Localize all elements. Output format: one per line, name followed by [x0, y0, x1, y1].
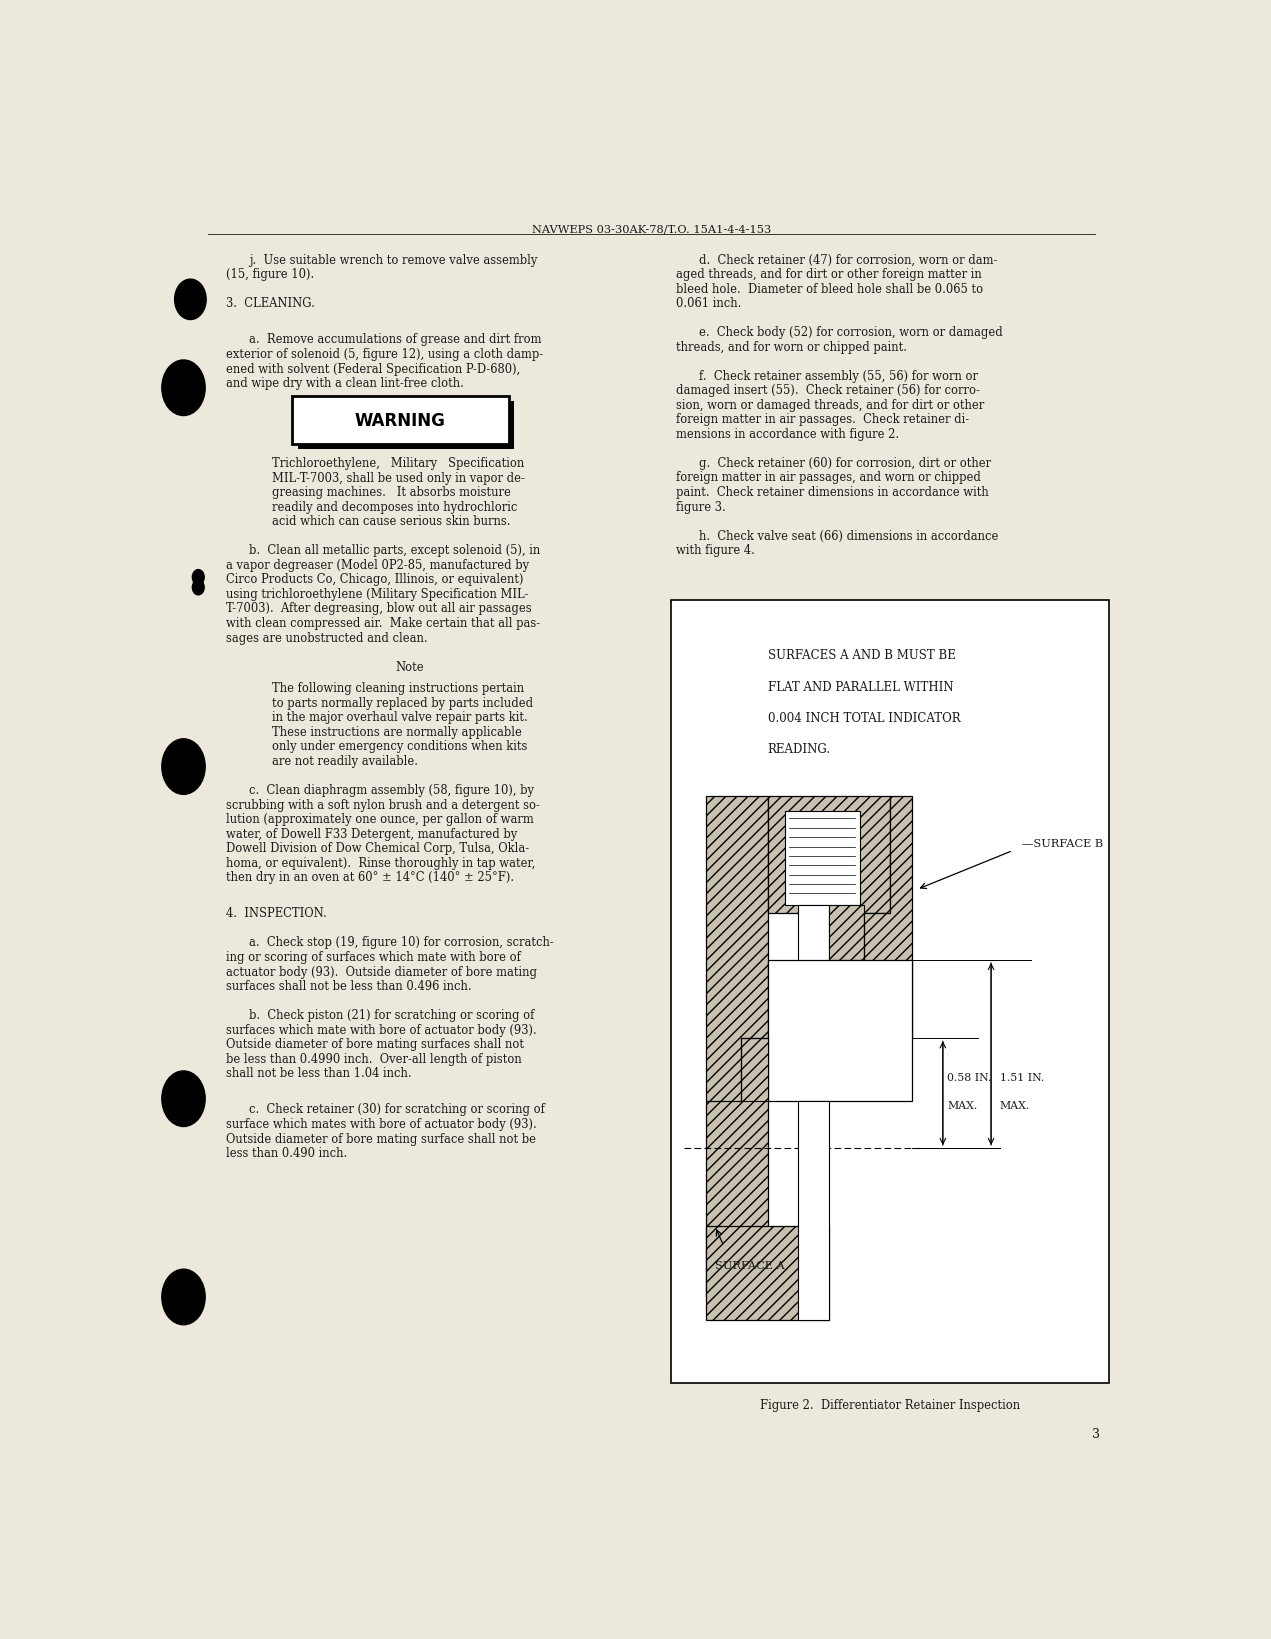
Text: 0.58 IN.: 0.58 IN. [947, 1074, 991, 1083]
Text: actuator body (93).  Outside diameter of bore mating: actuator body (93). Outside diameter of … [226, 965, 536, 978]
Text: Circo Products Co, Chicago, Illinois, or equivalent): Circo Products Co, Chicago, Illinois, or… [226, 574, 524, 587]
Text: acid which can cause serious skin burns.: acid which can cause serious skin burns. [272, 515, 511, 528]
Text: c.  Check retainer (30) for scratching or scoring of: c. Check retainer (30) for scratching or… [249, 1103, 545, 1116]
Text: greasing machines.   It absorbs moisture: greasing machines. It absorbs moisture [272, 487, 511, 498]
Text: The following cleaning instructions pertain: The following cleaning instructions pert… [272, 682, 524, 695]
Text: damaged insert (55).  Check retainer (56) for corro-: damaged insert (55). Check retainer (56)… [676, 384, 980, 397]
Bar [798, 906, 829, 1039]
Text: homa, or equivalent).  Rinse thoroughly in tap water,: homa, or equivalent). Rinse thoroughly i… [226, 856, 535, 869]
Text: be less than 0.4990 inch.  Over-all length of piston: be less than 0.4990 inch. Over-all lengt… [226, 1052, 521, 1065]
Text: f.  Check retainer assembly (55, 56) for worn or: f. Check retainer assembly (55, 56) for … [699, 369, 977, 382]
Polygon shape [829, 906, 864, 960]
Text: to parts normally replaced by parts included: to parts normally replaced by parts incl… [272, 697, 534, 710]
Text: less than 0.490 inch.: less than 0.490 inch. [226, 1146, 347, 1159]
Text: foreign matter in air passages, and worn or chipped: foreign matter in air passages, and worn… [676, 470, 981, 484]
Text: b.  Clean all metallic parts, except solenoid (5), in: b. Clean all metallic parts, except sole… [249, 544, 540, 557]
Text: a.  Remove accumulations of grease and dirt from: a. Remove accumulations of grease and di… [249, 333, 541, 346]
Bar [768, 960, 913, 1101]
Text: surfaces which mate with bore of actuator body (93).: surfaces which mate with bore of actuato… [226, 1023, 536, 1036]
Text: surface which mates with bore of actuator body (93).: surface which mates with bore of actuato… [226, 1118, 536, 1131]
Text: threads, and for worn or chipped paint.: threads, and for worn or chipped paint. [676, 341, 907, 354]
Text: 3.  CLEANING.: 3. CLEANING. [226, 297, 315, 310]
Text: Outside diameter of bore mating surface shall not be: Outside diameter of bore mating surface … [226, 1133, 536, 1144]
Text: SURFACE A: SURFACE A [714, 1260, 784, 1270]
Text: using trichloroethylene (Military Specification MIL-: using trichloroethylene (Military Specif… [226, 588, 529, 600]
Text: a vapor degreaser (Model 0P2-85, manufactured by: a vapor degreaser (Model 0P2-85, manufac… [226, 559, 529, 572]
Bar [798, 1101, 829, 1321]
Polygon shape [707, 1226, 829, 1321]
Bar [671, 600, 1110, 1383]
Bar [785, 811, 859, 906]
Text: These instructions are normally applicable: These instructions are normally applicab… [272, 726, 522, 739]
Text: T-7003).  After degreasing, blow out all air passages: T-7003). After degreasing, blow out all … [226, 602, 531, 615]
Text: are not readily available.: are not readily available. [272, 754, 418, 767]
Text: 1.51 IN.: 1.51 IN. [1000, 1074, 1043, 1083]
Circle shape [161, 1269, 205, 1324]
Text: Trichloroethylene,   Military   Specification: Trichloroethylene, Military Specificatio… [272, 457, 525, 470]
Text: ing or scoring of surfaces which mate with bore of: ing or scoring of surfaces which mate wi… [226, 951, 521, 964]
Circle shape [161, 739, 205, 795]
Text: figure 3.: figure 3. [676, 500, 726, 513]
Text: 3: 3 [1092, 1428, 1099, 1439]
Text: Dowell Division of Dow Chemical Corp, Tulsa, Okla-: Dowell Division of Dow Chemical Corp, Tu… [226, 841, 529, 854]
Text: foreign matter in air passages.  Check retainer di-: foreign matter in air passages. Check re… [676, 413, 970, 426]
Text: paint.  Check retainer dimensions in accordance with: paint. Check retainer dimensions in acco… [676, 485, 989, 498]
Circle shape [161, 1072, 205, 1126]
Text: Figure 2.  Differentiator Retainer Inspection: Figure 2. Differentiator Retainer Inspec… [760, 1398, 1021, 1411]
Text: e.  Check body (52) for corrosion, worn or damaged: e. Check body (52) for corrosion, worn o… [699, 326, 1003, 339]
Text: NAVWEPS 03-30AK-78/T.O. 15A1-4-4-153: NAVWEPS 03-30AK-78/T.O. 15A1-4-4-153 [531, 225, 771, 234]
Text: shall not be less than 1.04 inch.: shall not be less than 1.04 inch. [226, 1067, 412, 1080]
Bar [297, 402, 515, 449]
Polygon shape [864, 797, 913, 1039]
Text: lution (approximately one ounce, per gallon of warm: lution (approximately one ounce, per gal… [226, 813, 534, 826]
Circle shape [161, 361, 205, 416]
Text: in the major overhaul valve repair parts kit.: in the major overhaul valve repair parts… [272, 711, 527, 724]
Circle shape [174, 280, 206, 320]
Text: bleed hole.  Diameter of bleed hole shall be 0.065 to: bleed hole. Diameter of bleed hole shall… [676, 282, 984, 295]
Text: surfaces shall not be less than 0.496 inch.: surfaces shall not be less than 0.496 in… [226, 980, 472, 993]
Text: with figure 4.: with figure 4. [676, 544, 755, 557]
Text: readily and decomposes into hydrochloric: readily and decomposes into hydrochloric [272, 500, 517, 513]
Text: READING.: READING. [768, 742, 831, 756]
Text: only under emergency conditions when kits: only under emergency conditions when kit… [272, 739, 527, 752]
Polygon shape [768, 797, 890, 913]
Text: 4.  INSPECTION.: 4. INSPECTION. [226, 906, 327, 919]
Text: 0.061 inch.: 0.061 inch. [676, 297, 741, 310]
Polygon shape [707, 797, 768, 1296]
Text: MIL-T-7003, shall be used only in vapor de-: MIL-T-7003, shall be used only in vapor … [272, 472, 525, 485]
Text: Outside diameter of bore mating surfaces shall not: Outside diameter of bore mating surfaces… [226, 1037, 524, 1051]
Text: c.  Clean diaphragm assembly (58, figure 10), by: c. Clean diaphragm assembly (58, figure … [249, 783, 535, 797]
Text: and wipe dry with a clean lint-free cloth.: and wipe dry with a clean lint-free clot… [226, 377, 464, 390]
Text: WARNING: WARNING [355, 411, 446, 429]
Text: 0.004 INCH TOTAL INDICATOR: 0.004 INCH TOTAL INDICATOR [768, 711, 960, 724]
Text: (15, figure 10).: (15, figure 10). [226, 269, 314, 280]
Text: then dry in an oven at 60° ± 14°C (140° ± 25°F).: then dry in an oven at 60° ± 14°C (140° … [226, 870, 513, 883]
Text: Note: Note [395, 661, 425, 674]
Text: ened with solvent (Federal Specification P-D-680),: ened with solvent (Federal Specification… [226, 362, 520, 375]
Text: FLAT AND PARALLEL WITHIN: FLAT AND PARALLEL WITHIN [768, 680, 953, 693]
Text: a.  Check stop (19, figure 10) for corrosion, scratch-: a. Check stop (19, figure 10) for corros… [249, 936, 554, 949]
Text: aged threads, and for dirt or other foreign matter in: aged threads, and for dirt or other fore… [676, 269, 981, 280]
Text: with clean compressed air.  Make certain that all pas-: with clean compressed air. Make certain … [226, 616, 540, 629]
Text: j.  Use suitable wrench to remove valve assembly: j. Use suitable wrench to remove valve a… [249, 254, 538, 267]
Text: SURFACES A AND B MUST BE: SURFACES A AND B MUST BE [768, 649, 956, 662]
Text: water, of Dowell F33 Detergent, manufactured by: water, of Dowell F33 Detergent, manufact… [226, 828, 517, 841]
Circle shape [192, 570, 205, 585]
Text: MAX.: MAX. [947, 1100, 977, 1110]
Text: h.  Check valve seat (66) dimensions in accordance: h. Check valve seat (66) dimensions in a… [699, 529, 998, 543]
Circle shape [192, 580, 205, 595]
Text: scrubbing with a soft nylon brush and a detergent so-: scrubbing with a soft nylon brush and a … [226, 798, 540, 811]
Text: —SURFACE B: —SURFACE B [1022, 838, 1103, 847]
Bar [292, 397, 508, 444]
Text: sion, worn or damaged threads, and for dirt or other: sion, worn or damaged threads, and for d… [676, 398, 984, 411]
Polygon shape [707, 1039, 768, 1101]
Text: MAX.: MAX. [1000, 1100, 1030, 1110]
Text: sages are unobstructed and clean.: sages are unobstructed and clean. [226, 631, 427, 644]
Text: mensions in accordance with figure 2.: mensions in accordance with figure 2. [676, 428, 899, 441]
Text: b.  Check piston (21) for scratching or scoring of: b. Check piston (21) for scratching or s… [249, 1008, 535, 1021]
Text: exterior of solenoid (5, figure 12), using a cloth damp-: exterior of solenoid (5, figure 12), usi… [226, 347, 543, 361]
Text: d.  Check retainer (47) for corrosion, worn or dam-: d. Check retainer (47) for corrosion, wo… [699, 254, 996, 267]
Text: g.  Check retainer (60) for corrosion, dirt or other: g. Check retainer (60) for corrosion, di… [699, 457, 991, 470]
